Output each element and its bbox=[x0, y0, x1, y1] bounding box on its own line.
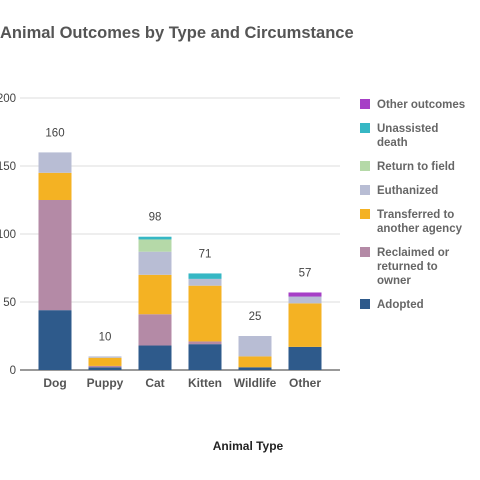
legend-swatch bbox=[360, 299, 370, 309]
bar-segment-reclaimed-or-returned-to-owner bbox=[88, 365, 122, 368]
legend-swatch bbox=[360, 161, 370, 171]
bar-segment-return-to-field bbox=[138, 239, 172, 252]
x-axis-title: Animal Type bbox=[213, 439, 284, 453]
bar-total-label: 25 bbox=[249, 311, 262, 323]
legend-label: Unassisted death bbox=[377, 123, 438, 149]
bar-segment-reclaimed-or-returned-to-owner bbox=[38, 200, 72, 311]
bar-segment-transferred-to-another-agency bbox=[288, 303, 322, 347]
bar-total-label: 71 bbox=[199, 248, 212, 260]
bar-total-label: 160 bbox=[45, 127, 64, 139]
bar-segment-reclaimed-or-returned-to-owner bbox=[138, 314, 172, 346]
legend-label: Euthanized bbox=[377, 185, 438, 197]
x-category-label: Puppy bbox=[87, 376, 124, 390]
y-tick-label: 200 bbox=[0, 93, 16, 105]
gridlines bbox=[20, 97, 340, 371]
bar-segment-adopted bbox=[188, 344, 222, 370]
bar-segment-euthanized bbox=[188, 278, 222, 286]
bar-total-labels: 160 10 98 71 25 57 bbox=[45, 127, 311, 343]
bar-segment-transferred-to-another-agency bbox=[188, 285, 222, 342]
bar-segment-reclaimed-or-returned-to-owner bbox=[188, 341, 222, 345]
bar-segment-euthanized bbox=[288, 296, 322, 304]
bar-segment-transferred-to-another-agency bbox=[88, 357, 122, 366]
legend-label: Other outcomes bbox=[377, 99, 465, 111]
bar-segment-adopted bbox=[88, 367, 122, 370]
bar-segment-euthanized bbox=[88, 356, 122, 358]
bar-segment-unassisted-death bbox=[188, 273, 222, 279]
x-category-label: Dog bbox=[43, 376, 66, 390]
y-tick-label: 100 bbox=[0, 229, 16, 241]
bar-segment-transferred-to-another-agency bbox=[38, 172, 72, 200]
y-tick-label: 0 bbox=[10, 365, 16, 377]
legend-swatch bbox=[360, 247, 370, 257]
bar-segment-other-outcomes bbox=[288, 292, 322, 297]
bar-segment-euthanized bbox=[138, 251, 172, 275]
x-category-label: Cat bbox=[145, 376, 164, 390]
legend-label: Adopted bbox=[377, 299, 424, 311]
bar-segment-adopted bbox=[238, 367, 272, 370]
y-tick-label: 50 bbox=[3, 297, 16, 309]
bar-segment-adopted bbox=[288, 346, 322, 370]
bar-segment-transferred-to-another-agency bbox=[238, 356, 272, 368]
bar-total-label: 98 bbox=[149, 212, 162, 224]
x-axis-categories: Dog Puppy Cat Kitten Wildlife Other bbox=[43, 376, 321, 390]
chart-title: Animal Outcomes by Type and Circumstance bbox=[0, 24, 354, 42]
bars bbox=[38, 152, 322, 370]
legend-label: Return to field bbox=[377, 161, 455, 173]
bar-segment-transferred-to-another-agency bbox=[138, 274, 172, 315]
x-category-label: Kitten bbox=[188, 376, 222, 390]
legend-label: Reclaimed or returned to owner bbox=[377, 247, 450, 287]
y-axis-ticks: 0 50 100 150 200 bbox=[0, 93, 16, 377]
x-category-label: Other bbox=[289, 376, 321, 390]
legend-swatch bbox=[360, 99, 370, 109]
bar-segment-euthanized bbox=[238, 336, 272, 357]
legend-swatch bbox=[360, 185, 370, 195]
y-tick-label: 150 bbox=[0, 161, 16, 173]
legend-label: Transferred to another agency bbox=[377, 209, 463, 235]
x-category-label: Wildlife bbox=[234, 376, 277, 390]
bar-total-label: 57 bbox=[299, 267, 312, 279]
bar-segment-euthanized bbox=[38, 152, 72, 173]
bar-total-label: 10 bbox=[99, 331, 112, 343]
bar-segment-unassisted-death bbox=[138, 236, 172, 240]
legend: Other outcomes Unassisted death Return to f… bbox=[360, 99, 465, 311]
legend-swatch bbox=[360, 209, 370, 219]
bar-segment-adopted bbox=[38, 310, 72, 370]
bar-segment-adopted bbox=[138, 345, 172, 370]
legend-swatch bbox=[360, 123, 370, 133]
